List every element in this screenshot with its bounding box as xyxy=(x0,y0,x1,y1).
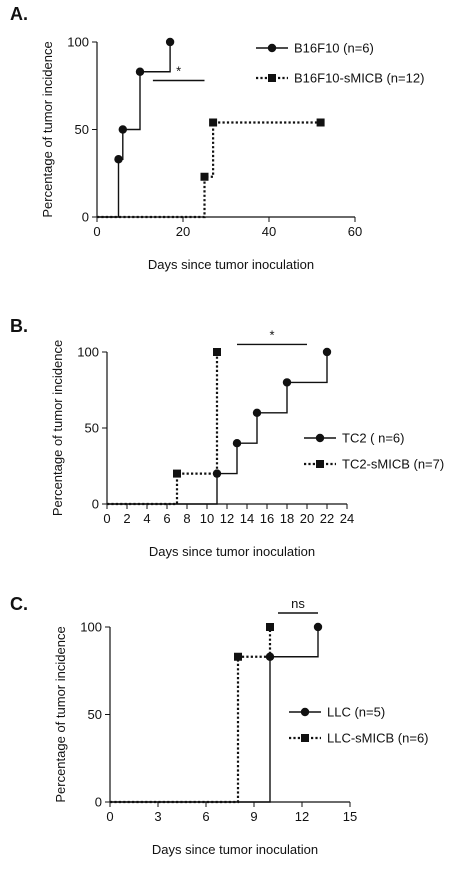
y-tick-label: 100 xyxy=(80,620,102,635)
series-line-1 xyxy=(97,42,171,218)
x-tick-label: 4 xyxy=(143,511,150,526)
x-tick-label: 9 xyxy=(250,809,257,824)
y-axis-label: Percentage of tumor incidence xyxy=(40,41,55,217)
chart-a: 0 20 40 60 0 50 100 Days since tumor inoculatio… xyxy=(40,35,424,273)
data-point-1 xyxy=(322,347,332,357)
data-point-1 xyxy=(313,622,323,632)
data-point-1 xyxy=(118,125,128,134)
x-axis-label: Days since tumor inoculation xyxy=(148,257,314,272)
significance-label: * xyxy=(176,64,181,79)
panel-b: B. 0 2 4 6 8 10 12 14 16 18 20 22 24 0 50 100 Days since… xyxy=(0,310,474,600)
data-point-2 xyxy=(213,348,221,356)
legend-marker-2 xyxy=(316,460,324,468)
data-point-2 xyxy=(209,118,218,127)
x-tick-label: 8 xyxy=(183,511,190,526)
y-tick-label: 50 xyxy=(85,421,99,436)
data-point-1 xyxy=(212,469,222,478)
x-tick-label: 12 xyxy=(220,511,234,526)
x-tick-label: 20 xyxy=(300,511,314,526)
series-line-2 xyxy=(107,352,219,506)
data-point-2 xyxy=(234,652,242,661)
legend-label-1: B16F10 (n=6) xyxy=(294,41,374,56)
x-tick-label: 0 xyxy=(106,809,113,824)
x-tick-label: 15 xyxy=(343,809,357,824)
panel-label: C. xyxy=(10,594,28,614)
x-tick-label: 40 xyxy=(262,224,276,239)
x-tick-label: 6 xyxy=(163,511,170,526)
data-point-2 xyxy=(316,118,325,127)
series-line-2 xyxy=(97,121,321,219)
x-axis-label: Days since tumor inoculation xyxy=(149,544,315,559)
chart-c: 0 3 6 9 12 15 0 50 100 Days since tumor inoculati… xyxy=(53,596,429,857)
x-tick-label: 2 xyxy=(123,511,130,526)
panel-label: A. xyxy=(10,4,28,24)
panel-c: C. 0 3 6 9 12 15 0 50 100 Days since tumor inocul… xyxy=(0,590,474,870)
legend-marker-2 xyxy=(268,74,276,82)
x-tick-label: 24 xyxy=(340,511,354,526)
y-tick-label: 50 xyxy=(88,707,102,722)
legend-label-2: LLC-sMICB (n=6) xyxy=(327,731,429,746)
series-line-1 xyxy=(110,627,319,803)
y-tick-label: 100 xyxy=(77,345,99,360)
data-point-2 xyxy=(266,623,274,631)
legend-marker-1 xyxy=(315,433,325,443)
y-tick-label: 50 xyxy=(75,122,89,137)
legend-marker-2 xyxy=(301,734,309,742)
legend-label-2: TC2-sMICB (n=7) xyxy=(342,457,444,472)
x-tick-label: 12 xyxy=(295,809,309,824)
panel-a: A. 0 20 40 60 0 50 100 Days since tumor inocula… xyxy=(0,0,474,290)
data-point-1 xyxy=(232,439,242,448)
x-tick-label: 22 xyxy=(320,511,334,526)
y-axis-label: Percentage of tumor incidence xyxy=(53,626,68,802)
series-line-1 xyxy=(107,352,328,505)
data-point-1 xyxy=(165,37,175,47)
significance-label: ns xyxy=(291,596,305,611)
x-tick-label: 60 xyxy=(348,224,362,239)
x-tick-label: 0 xyxy=(93,224,100,239)
x-tick-label: 0 xyxy=(103,511,110,526)
legend-label-1: TC2 ( n=6) xyxy=(342,431,405,446)
legend-marker-1 xyxy=(300,707,310,717)
data-point-1 xyxy=(282,378,292,387)
x-tick-label: 6 xyxy=(202,809,209,824)
data-point-2 xyxy=(173,469,181,478)
x-tick-label: 14 xyxy=(240,511,254,526)
x-tick-label: 16 xyxy=(260,511,274,526)
data-point-1 xyxy=(135,67,145,76)
x-tick-label: 20 xyxy=(176,224,190,239)
data-point-1 xyxy=(252,408,262,417)
y-axis-label: Percentage of tumor incidence xyxy=(50,340,65,516)
x-tick-label: 10 xyxy=(200,511,214,526)
x-tick-label: 18 xyxy=(280,511,294,526)
panel-label: B. xyxy=(10,316,28,336)
y-tick-label: 0 xyxy=(95,795,102,810)
data-point-2 xyxy=(200,172,209,181)
y-tick-label: 0 xyxy=(82,210,89,225)
legend-label-2: B16F10-sMICB (n=12) xyxy=(294,71,424,86)
x-tick-label: 3 xyxy=(154,809,161,824)
series-line-2 xyxy=(110,627,272,804)
legend-label-1: LLC (n=5) xyxy=(327,705,385,720)
y-tick-label: 0 xyxy=(92,497,99,512)
significance-label: * xyxy=(269,327,274,342)
legend-marker-1 xyxy=(267,43,277,53)
x-axis-label: Days since tumor inoculation xyxy=(152,842,318,857)
y-tick-label: 100 xyxy=(67,35,89,50)
data-point-1 xyxy=(114,155,123,164)
